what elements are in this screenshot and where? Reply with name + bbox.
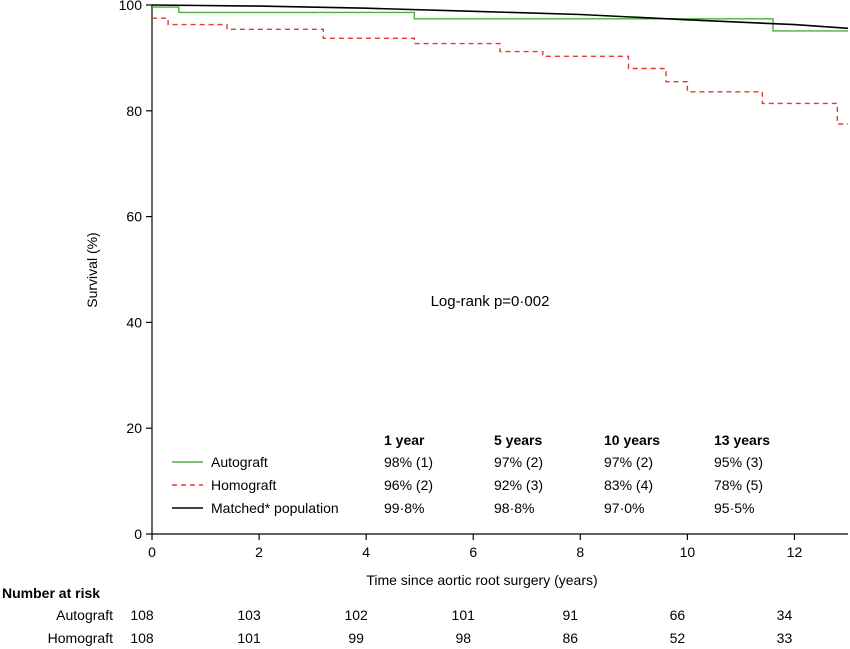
- risk-value: 86: [563, 630, 579, 646]
- y-tick-label: 60: [126, 209, 142, 225]
- axes: 0 20 40 60 80 100 0 2 4 6 8 10 12 Time since aortic r…: [84, 0, 848, 588]
- risk-value: 52: [670, 630, 686, 646]
- summary-cell: 95·5%: [714, 500, 754, 516]
- legend-label: Autograft: [211, 454, 268, 470]
- x-tick-label: 0: [148, 544, 156, 560]
- x-tick-label: 4: [362, 544, 370, 560]
- risk-title: Number at risk: [2, 585, 100, 601]
- y-tick-label: 100: [119, 0, 143, 13]
- summary-header: 5 years: [494, 432, 542, 448]
- summary-cell: 78% (5): [714, 477, 763, 493]
- series-layer: [151, 4, 849, 125]
- summary-header: 1 year: [384, 432, 425, 448]
- x-tick-label: 6: [469, 544, 477, 560]
- y-tick-label: 0: [134, 526, 142, 542]
- risk-value: 91: [563, 607, 579, 623]
- x-tick-label: 12: [787, 544, 803, 560]
- summary-cell: 97% (2): [494, 454, 543, 470]
- summary-table: 1 year 5 years 10 years 13 years Autograft 98…: [172, 432, 770, 516]
- summary-cell: 98·8%: [494, 500, 534, 516]
- summary-header: 13 years: [714, 432, 770, 448]
- number-at-risk-table: Number at risk Autograft 108 103 102 101 91 66 3…: [2, 585, 792, 646]
- risk-value: 108: [130, 607, 154, 623]
- risk-value: 98: [455, 630, 471, 646]
- risk-value: 99: [348, 630, 364, 646]
- risk-value: 66: [670, 607, 686, 623]
- risk-value: 108: [130, 630, 154, 646]
- risk-value: 33: [777, 630, 793, 646]
- summary-cell: 96% (2): [384, 477, 433, 493]
- summary-cell: 92% (3): [494, 477, 543, 493]
- x-axis-title: Time since aortic root surgery (years): [366, 572, 597, 588]
- series-line-autograft: [152, 6, 848, 32]
- x-tick-label: 2: [255, 544, 263, 560]
- legend-label: Matched* population: [211, 500, 339, 516]
- legend-label: Homograft: [211, 477, 276, 493]
- series-line-matched-population: [151, 4, 849, 30]
- x-tick-label: 8: [576, 544, 584, 560]
- risk-value: 34: [777, 607, 793, 623]
- y-tick-label: 80: [126, 103, 142, 119]
- risk-value: 102: [344, 607, 368, 623]
- summary-cell: 99·8%: [384, 500, 424, 516]
- risk-value: 101: [452, 607, 476, 623]
- log-rank-annotation: Log-rank p=0·002: [431, 293, 550, 310]
- summary-cell: 95% (3): [714, 454, 763, 470]
- series-line-homograft: [152, 17, 848, 125]
- summary-cell: 98% (1): [384, 454, 433, 470]
- risk-row-label: Autograft: [56, 607, 113, 623]
- y-axis-title: Survival (%): [84, 232, 100, 307]
- y-tick-label: 20: [126, 420, 142, 436]
- x-tick-label: 10: [680, 544, 696, 560]
- summary-cell: 97% (2): [604, 454, 653, 470]
- summary-cell: 83% (4): [604, 477, 653, 493]
- risk-row-label: Homograft: [48, 630, 113, 646]
- y-tick-label: 40: [126, 314, 142, 330]
- summary-cell: 97·0%: [604, 500, 644, 516]
- summary-header: 10 years: [604, 432, 660, 448]
- risk-value: 101: [237, 630, 261, 646]
- risk-value: 103: [237, 607, 261, 623]
